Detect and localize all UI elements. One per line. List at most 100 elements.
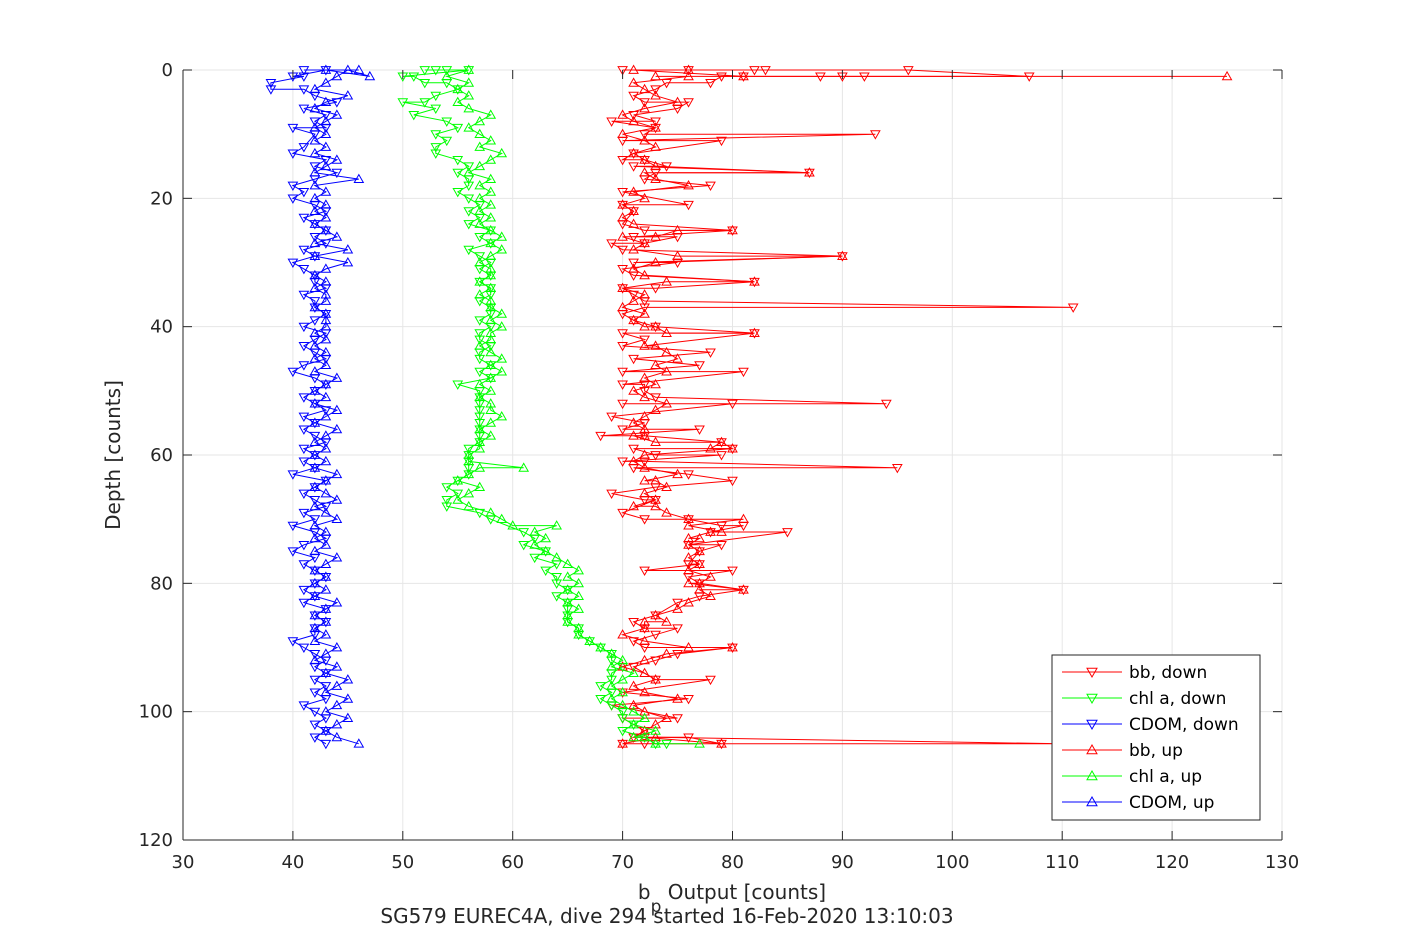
data-point bbox=[309, 117, 321, 127]
data-point bbox=[309, 609, 321, 620]
series-cdom-up bbox=[309, 64, 376, 748]
data-point bbox=[474, 252, 486, 262]
data-point bbox=[628, 232, 639, 243]
data-point bbox=[628, 444, 639, 455]
data-point bbox=[331, 468, 343, 479]
data-point bbox=[320, 276, 332, 286]
data-point bbox=[331, 70, 343, 81]
data-point bbox=[639, 423, 650, 434]
data-point bbox=[320, 96, 332, 106]
data-point bbox=[331, 513, 343, 524]
data-point bbox=[320, 526, 332, 536]
data-point bbox=[672, 250, 683, 260]
data-point bbox=[309, 179, 321, 190]
data-point bbox=[650, 284, 661, 294]
data-point bbox=[749, 276, 760, 286]
data-point bbox=[749, 66, 760, 76]
data-point bbox=[639, 706, 650, 716]
data-point bbox=[309, 205, 321, 216]
data-point bbox=[639, 654, 650, 665]
x-tick-label: 100 bbox=[935, 852, 969, 873]
data-point bbox=[331, 661, 343, 671]
data-point bbox=[617, 109, 628, 119]
data-point bbox=[452, 85, 464, 95]
data-point bbox=[474, 115, 486, 126]
data-point bbox=[309, 483, 321, 493]
legend-label: bb, down bbox=[1129, 663, 1207, 683]
data-point bbox=[485, 263, 497, 273]
data-point bbox=[639, 667, 650, 678]
data-point bbox=[452, 83, 464, 94]
data-point bbox=[639, 686, 650, 697]
data-point bbox=[628, 706, 639, 716]
data-point bbox=[474, 141, 486, 151]
data-point bbox=[342, 64, 354, 74]
data-point bbox=[694, 560, 705, 570]
data-point bbox=[617, 200, 628, 211]
data-point bbox=[628, 258, 639, 269]
data-point bbox=[617, 265, 628, 275]
data-point bbox=[320, 359, 332, 370]
data-point bbox=[650, 85, 661, 95]
data-point bbox=[463, 470, 475, 480]
data-point bbox=[529, 526, 541, 536]
data-point bbox=[716, 438, 727, 448]
data-point bbox=[485, 109, 497, 119]
data-point bbox=[551, 579, 563, 589]
data-point bbox=[298, 245, 310, 256]
legend-item: CDOM, down bbox=[1062, 715, 1239, 735]
data-point bbox=[474, 128, 486, 139]
data-point bbox=[309, 622, 321, 633]
data-point bbox=[749, 277, 760, 288]
data-point bbox=[298, 598, 310, 609]
data-point bbox=[639, 321, 650, 331]
data-point bbox=[309, 353, 321, 363]
data-point bbox=[595, 643, 606, 654]
data-point bbox=[474, 335, 486, 346]
data-point bbox=[463, 449, 475, 459]
data-point bbox=[485, 346, 497, 357]
data-point bbox=[309, 462, 321, 472]
data-point bbox=[650, 494, 661, 504]
data-point bbox=[650, 160, 661, 171]
data-point bbox=[650, 173, 661, 183]
data-point bbox=[628, 205, 639, 216]
data-point bbox=[573, 622, 585, 633]
data-point bbox=[474, 192, 486, 203]
data-point bbox=[672, 468, 683, 479]
data-point bbox=[309, 340, 321, 350]
data-point bbox=[628, 115, 639, 126]
data-point bbox=[309, 327, 321, 337]
data-point bbox=[639, 430, 650, 440]
data-point bbox=[287, 258, 299, 269]
data-point bbox=[320, 629, 332, 639]
data-point bbox=[463, 220, 475, 230]
y-tick-label: 0 bbox=[162, 60, 173, 81]
data-point bbox=[628, 314, 639, 325]
legend-marker bbox=[1086, 719, 1098, 731]
data-point bbox=[639, 83, 650, 94]
data-point bbox=[309, 545, 321, 556]
data-point bbox=[419, 66, 431, 76]
data-point bbox=[309, 707, 321, 718]
legend: bb, down chl a, down CDOM, down bb, up chl a… bbox=[1051, 654, 1261, 821]
data-point bbox=[639, 622, 650, 633]
data-point bbox=[639, 226, 650, 236]
data-point bbox=[441, 66, 453, 76]
data-point bbox=[727, 476, 738, 487]
data-point bbox=[309, 386, 321, 397]
data-point bbox=[320, 487, 332, 498]
y-axis-label: Depth [counts] bbox=[101, 380, 125, 530]
legend-marker bbox=[1086, 667, 1098, 679]
data-point bbox=[474, 438, 486, 448]
data-point bbox=[463, 102, 475, 113]
data-point bbox=[573, 603, 585, 613]
data-point bbox=[562, 609, 574, 620]
data-point bbox=[298, 393, 310, 403]
data-point bbox=[1023, 72, 1035, 82]
data-point bbox=[309, 297, 321, 307]
data-point bbox=[628, 699, 639, 710]
data-point bbox=[430, 104, 442, 115]
data-point bbox=[320, 186, 332, 196]
data-point bbox=[617, 155, 628, 166]
